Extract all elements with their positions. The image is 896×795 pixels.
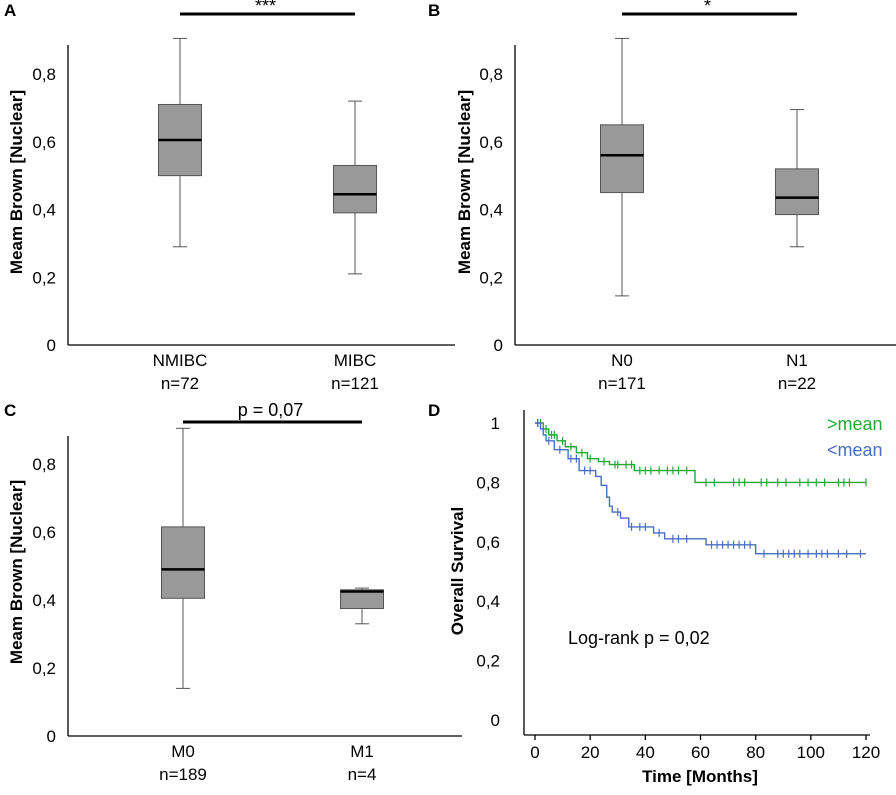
sample-size-label: n=22: [778, 374, 816, 393]
x-tick-label: 40: [636, 743, 655, 762]
y-tick-label: 0: [47, 336, 56, 355]
y-tick-label: 0,6: [32, 133, 56, 152]
y-tick-label: 0,2: [32, 659, 56, 678]
sample-size-label: n=4: [348, 765, 377, 784]
significance-label: ***: [255, 0, 276, 16]
iqr-box: [340, 589, 384, 609]
y-axis-label: Overall Survival: [448, 507, 467, 636]
y-tick-label: 0,2: [479, 268, 503, 287]
series-below-mean: <mean: [535, 419, 883, 558]
y-tick-label: 0,4: [476, 592, 500, 611]
category-label: NMIBC: [153, 351, 208, 370]
category-label: N0: [611, 351, 633, 370]
x-tick-label: 0: [530, 743, 539, 762]
significance-label: *: [704, 0, 711, 16]
x-tick-label: 120: [852, 743, 880, 762]
x-tick-label: 80: [746, 743, 765, 762]
y-tick-label: 0,4: [479, 201, 503, 220]
category-label: M0: [171, 742, 195, 761]
y-tick-label: 0: [47, 727, 56, 746]
y-tick-label: 0,4: [32, 591, 56, 610]
y-tick-label: 0,8: [32, 65, 56, 84]
x-axis-label: Time [Months]: [642, 767, 758, 786]
y-axis-label: Meam Brown [Nuclear]: [455, 90, 474, 274]
y-axis-label: Meam Brown [Nuclear]: [7, 480, 26, 664]
box-n1: N1 n=22: [775, 109, 819, 393]
y-tick-label: 1: [491, 414, 500, 433]
y-tick-label: 0,2: [32, 268, 56, 287]
x-tick-label: 100: [797, 743, 825, 762]
km-panel-d: D Overall Survival Time [Months] 0 0,2 0,4 0,6…: [428, 401, 883, 786]
category-label: M1: [350, 742, 374, 761]
box-m1: M1n=4: [340, 587, 384, 784]
panel-label: D: [428, 401, 440, 420]
iqr-box: [161, 526, 205, 599]
log-rank-annotation: Log-rank p = 0,02: [568, 628, 710, 648]
panel-label: C: [4, 401, 16, 420]
y-tick-label: 0,4: [32, 201, 56, 220]
y-tick-label: 0,6: [476, 533, 500, 552]
y-tick-label: 0,8: [479, 65, 503, 84]
significance-label: p = 0,07: [238, 400, 304, 420]
y-tick-label: 0,2: [476, 652, 500, 671]
sample-size-label: n=189: [159, 765, 207, 784]
iqr-box: [600, 124, 644, 194]
sample-size-label: n=72: [161, 374, 199, 393]
survival-curve: [535, 422, 866, 555]
boxplot-panel-a: A Meam Brown [Nuclear] 0 0,2 0,4 0,6 0,8 *** NMI…: [4, 0, 455, 393]
iqr-box: [333, 164, 377, 214]
category-label: N1: [786, 351, 808, 370]
x-tick-label: 60: [691, 743, 710, 762]
y-tick-label: 0,6: [32, 523, 56, 542]
sample-size-label: n=171: [598, 374, 646, 393]
box-mibc: MIBC n=121: [331, 100, 379, 393]
category-label: MIBC: [334, 351, 377, 370]
legend-label: >mean: [827, 414, 883, 434]
x-tick-label: 20: [581, 743, 600, 762]
y-tick-label: 0,8: [32, 455, 56, 474]
y-tick-label: 0,8: [476, 473, 500, 492]
boxplot-panel-b: B Meam Brown [Nuclear] 0 0,2 0,4 0,6 0,8 * N0 n=1…: [428, 0, 896, 393]
box-nmibc: NMIBC n=72: [153, 37, 208, 393]
panel-label: B: [428, 1, 440, 20]
y-tick-label: 0,6: [479, 133, 503, 152]
panel-label: A: [4, 1, 16, 20]
box-n0: N0 n=171: [598, 37, 646, 393]
y-axis-label: Meam Brown [Nuclear]: [7, 90, 26, 274]
y-tick-label: 0: [491, 711, 500, 730]
sample-size-label: n=121: [331, 374, 379, 393]
series-above-mean: >mean: [535, 414, 883, 487]
y-tick-label: 0: [494, 336, 503, 355]
legend-label: <mean: [827, 440, 883, 460]
iqr-box: [775, 168, 819, 216]
panels: A Meam Brown [Nuclear] 0 0,2 0,4 0,6 0,8 *** NMI…: [4, 0, 896, 786]
boxplot-panel-c: C Meam Brown [Nuclear] 0 0,2 0,4 0,6 0,8 p = 0,…: [4, 400, 462, 784]
box-m0: M0 n=189: [159, 427, 207, 784]
